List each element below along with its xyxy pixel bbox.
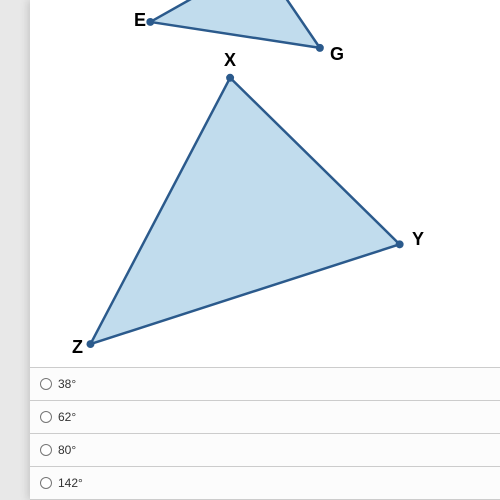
answer-options: 38° 62° 80° 142° bbox=[30, 368, 500, 500]
option-row[interactable]: 142° bbox=[30, 467, 500, 500]
option-label: 142° bbox=[58, 476, 83, 490]
vertex-label-y: Y bbox=[412, 229, 424, 250]
triangle-large bbox=[90, 78, 399, 344]
option-label: 62° bbox=[58, 410, 76, 424]
option-row[interactable]: 80° bbox=[30, 434, 500, 467]
option-radio-a[interactable] bbox=[40, 378, 52, 390]
option-radio-b[interactable] bbox=[40, 411, 52, 423]
question-page: E G X Y Z 38° 62° 80° 142° bbox=[30, 0, 500, 500]
option-radio-c[interactable] bbox=[40, 444, 52, 456]
vertex-label-g: G bbox=[330, 44, 344, 65]
triangle-small bbox=[150, 0, 320, 48]
vertex-label-e: E bbox=[134, 10, 146, 31]
option-row[interactable]: 38° bbox=[30, 368, 500, 401]
vertex-label-z: Z bbox=[72, 337, 83, 358]
option-label: 80° bbox=[58, 443, 76, 457]
option-radio-d[interactable] bbox=[40, 477, 52, 489]
option-label: 38° bbox=[58, 377, 76, 391]
triangles-svg bbox=[30, 0, 500, 367]
option-row[interactable]: 62° bbox=[30, 401, 500, 434]
vertex-label-x: X bbox=[224, 50, 236, 71]
diagram-area: E G X Y Z bbox=[30, 0, 500, 368]
